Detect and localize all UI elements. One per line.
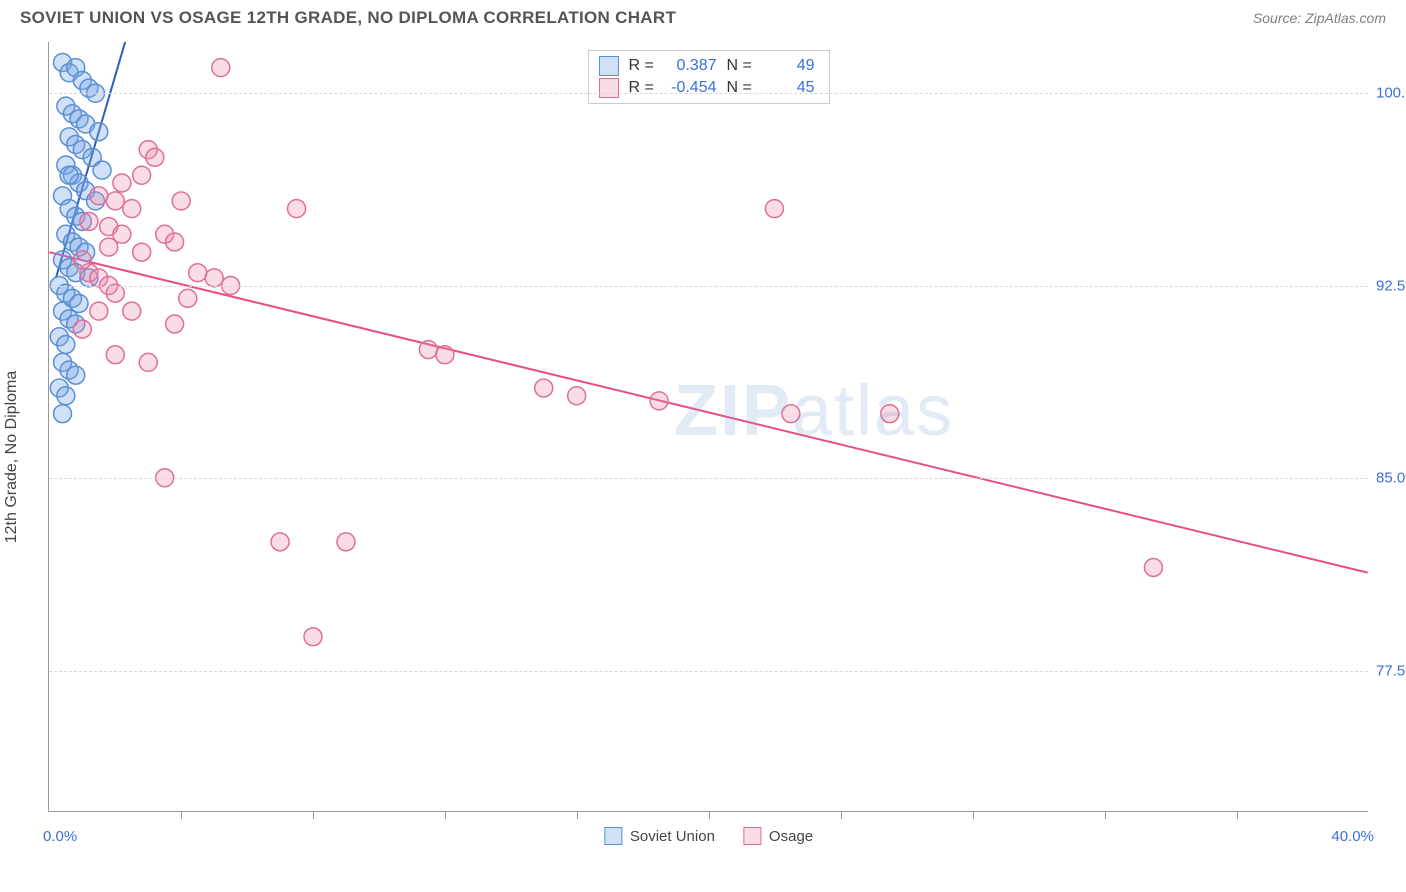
data-point xyxy=(106,346,124,364)
x-tick xyxy=(181,811,182,819)
data-point xyxy=(166,315,184,333)
data-point xyxy=(436,346,454,364)
data-point xyxy=(304,628,322,646)
data-point xyxy=(212,59,230,77)
gridline xyxy=(49,93,1368,94)
legend-swatch xyxy=(599,56,619,76)
data-point xyxy=(100,238,118,256)
data-point xyxy=(271,533,289,551)
gridline xyxy=(49,671,1368,672)
data-point xyxy=(765,200,783,218)
data-point xyxy=(881,405,899,423)
data-point xyxy=(123,302,141,320)
y-tick-label: 85.0% xyxy=(1376,470,1406,487)
legend-item: Soviet Union xyxy=(604,827,715,845)
data-point xyxy=(113,174,131,192)
r-label: R = xyxy=(629,57,657,75)
data-point xyxy=(106,284,124,302)
data-point xyxy=(106,192,124,210)
legend-label: Soviet Union xyxy=(630,828,715,845)
data-point xyxy=(70,294,88,312)
legend-swatch xyxy=(743,827,761,845)
chart-area: 12th Grade, No Diploma ZIPatlas R =0.387… xyxy=(0,32,1406,882)
data-point xyxy=(57,335,75,353)
x-axis-max-label: 40.0% xyxy=(1331,828,1374,845)
chart-header: SOVIET UNION VS OSAGE 12TH GRADE, NO DIP… xyxy=(0,0,1406,32)
legend-swatch xyxy=(599,78,619,98)
plot-svg xyxy=(49,42,1368,811)
y-tick-label: 92.5% xyxy=(1376,277,1406,294)
n-value: 49 xyxy=(765,57,815,75)
data-point xyxy=(93,161,111,179)
y-tick-label: 100.0% xyxy=(1376,85,1406,102)
data-point xyxy=(172,192,190,210)
x-tick xyxy=(973,811,974,819)
x-tick xyxy=(1237,811,1238,819)
data-point xyxy=(568,387,586,405)
data-point xyxy=(1144,558,1162,576)
data-point xyxy=(189,264,207,282)
legend-swatch xyxy=(604,827,622,845)
stats-row: R =-0.454N =45 xyxy=(599,77,815,99)
data-point xyxy=(133,243,151,261)
data-point xyxy=(80,212,98,230)
plot-region: ZIPatlas R =0.387N =49R =-0.454N =45 0.0… xyxy=(48,42,1368,812)
bottom-legend: Soviet Union Osage xyxy=(604,827,813,845)
r-value: 0.387 xyxy=(667,57,717,75)
x-tick xyxy=(841,811,842,819)
data-point xyxy=(67,366,85,384)
data-point xyxy=(133,166,151,184)
gridline xyxy=(49,478,1368,479)
data-point xyxy=(650,392,668,410)
y-axis-label: 12th Grade, No Diploma xyxy=(3,371,21,544)
data-point xyxy=(57,387,75,405)
data-point xyxy=(73,320,91,338)
data-point xyxy=(139,353,157,371)
stats-legend-box: R = 0.387 N = 49 R =-0.454N =45 xyxy=(588,50,830,104)
data-point xyxy=(146,148,164,166)
data-point xyxy=(54,405,72,423)
x-axis-min-label: 0.0% xyxy=(43,828,77,845)
data-point xyxy=(205,269,223,287)
data-point xyxy=(782,405,800,423)
legend-item: Osage xyxy=(743,827,813,845)
data-point xyxy=(419,341,437,359)
source-attribution: Source: ZipAtlas.com xyxy=(1253,10,1386,26)
data-point xyxy=(288,200,306,218)
stats-row: R = 0.387 N = 49 xyxy=(599,55,815,77)
data-point xyxy=(337,533,355,551)
x-tick xyxy=(313,811,314,819)
trend-line xyxy=(49,252,1367,572)
data-point xyxy=(90,123,108,141)
x-tick xyxy=(1105,811,1106,819)
data-point xyxy=(90,187,108,205)
gridline xyxy=(49,286,1368,287)
y-tick-label: 77.5% xyxy=(1376,662,1406,679)
data-point xyxy=(73,251,91,269)
data-point xyxy=(166,233,184,251)
data-point xyxy=(535,379,553,397)
n-label: N = xyxy=(727,57,755,75)
chart-title: SOVIET UNION VS OSAGE 12TH GRADE, NO DIP… xyxy=(20,8,676,28)
data-point xyxy=(90,302,108,320)
data-point xyxy=(123,200,141,218)
legend-label: Osage xyxy=(769,828,813,845)
data-point xyxy=(60,166,78,184)
data-point xyxy=(179,289,197,307)
x-tick xyxy=(445,811,446,819)
x-tick xyxy=(709,811,710,819)
x-tick xyxy=(577,811,578,819)
